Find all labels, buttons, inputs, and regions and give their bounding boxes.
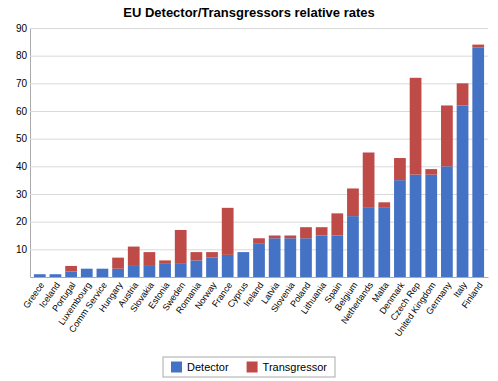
- grid-line: [30, 28, 488, 29]
- y-axis-line: [30, 29, 31, 278]
- bar: [410, 175, 422, 277]
- bar: [97, 269, 109, 277]
- x-axis: GreeceIcelandPortugalLuxembourgComm Serv…: [21, 277, 488, 338]
- bar: [50, 274, 62, 277]
- y-tick-label: 80: [16, 50, 28, 61]
- y-tick-label: 50: [16, 133, 28, 144]
- bar: [394, 180, 406, 277]
- bar: [300, 238, 312, 277]
- legend: Detector Transgressor: [163, 357, 335, 377]
- series: [34, 47, 484, 277]
- bar: [112, 269, 124, 277]
- legend-item: Transgressor: [247, 361, 328, 373]
- legend-label: Transgressor: [263, 361, 328, 373]
- bar: [237, 252, 249, 253]
- bar: [441, 105, 453, 166]
- bar: [457, 105, 469, 277]
- chart: EU Detector/Transgressors relative rates…: [0, 0, 498, 381]
- x-tick-label: Netherlands: [339, 280, 375, 326]
- bar: [316, 236, 328, 278]
- y-tick-label: 30: [16, 189, 28, 200]
- y-tick-label: 40: [16, 161, 28, 172]
- legend-swatch: [247, 362, 258, 373]
- bar: [144, 252, 156, 266]
- x-tick-label: Germany: [424, 280, 454, 316]
- bar: [128, 266, 140, 277]
- bar: [206, 258, 218, 277]
- bar: [159, 263, 171, 277]
- bar: [457, 83, 469, 105]
- series: [65, 45, 484, 272]
- legend-frame: [163, 357, 335, 377]
- bar: [175, 263, 187, 277]
- bar: [81, 269, 93, 277]
- bar: [316, 227, 328, 235]
- bar: [441, 166, 453, 277]
- bar: [378, 202, 390, 208]
- title: EU Detector/Transgressors relative rates: [123, 5, 374, 20]
- x-tick: Ireland: [242, 277, 266, 309]
- bar: [206, 252, 218, 258]
- bar: [253, 238, 265, 244]
- bar: [50, 274, 62, 275]
- bar: [425, 169, 437, 175]
- y-tick-label: 90: [16, 23, 28, 34]
- y-tick-label: 10: [16, 244, 28, 255]
- bar: [394, 158, 406, 180]
- grid-line: [30, 56, 488, 57]
- y-tick-label: 20: [16, 216, 28, 227]
- bar: [128, 247, 140, 266]
- bar: [363, 208, 375, 277]
- bar: [81, 268, 93, 269]
- bar: [300, 227, 312, 238]
- y-tick-label: 70: [16, 78, 28, 89]
- bar: [97, 268, 109, 269]
- legend-swatch: [171, 362, 182, 373]
- bar: [34, 274, 46, 277]
- bar: [284, 238, 296, 277]
- x-tick-label: Finland: [460, 280, 485, 310]
- bar: [269, 236, 281, 239]
- bar: [269, 238, 281, 277]
- bar: [347, 216, 359, 277]
- bar: [410, 78, 422, 175]
- x-tick: Finland: [460, 277, 485, 310]
- x-axis-line: [31, 277, 489, 278]
- bar: [253, 244, 265, 277]
- bar: [175, 230, 187, 263]
- bar: [190, 260, 202, 277]
- bar: [363, 153, 375, 208]
- bar: [65, 271, 77, 277]
- y-axis: 10 20 30 40 50 60 70 80 90: [16, 23, 488, 278]
- bar: [378, 208, 390, 277]
- bar: [472, 45, 484, 48]
- x-tick: Netherlands: [339, 277, 375, 326]
- y-tick-label: 60: [16, 106, 28, 117]
- bar: [222, 208, 234, 255]
- bar: [425, 175, 437, 277]
- bar: [331, 213, 343, 235]
- bar: [190, 252, 202, 260]
- y-tick: 90: [16, 23, 488, 34]
- bar: [237, 252, 249, 277]
- legend-label: Detector: [187, 361, 229, 373]
- bar: [65, 266, 77, 272]
- bar: [331, 236, 343, 278]
- bar: [472, 47, 484, 277]
- bar: [144, 266, 156, 277]
- bar: [112, 258, 124, 269]
- bars: [34, 45, 484, 277]
- plot: 10 20 30 40 50 60 70 80 90 GreeceIcelandPortugalL…: [16, 23, 489, 339]
- bar: [222, 255, 234, 277]
- y-tick: 80: [16, 50, 488, 61]
- legend-item: Detector: [171, 361, 229, 373]
- bar: [347, 188, 359, 216]
- bar: [34, 274, 46, 275]
- x-tick: Germany: [424, 277, 454, 316]
- bar: [159, 260, 171, 263]
- bar: [284, 236, 296, 239]
